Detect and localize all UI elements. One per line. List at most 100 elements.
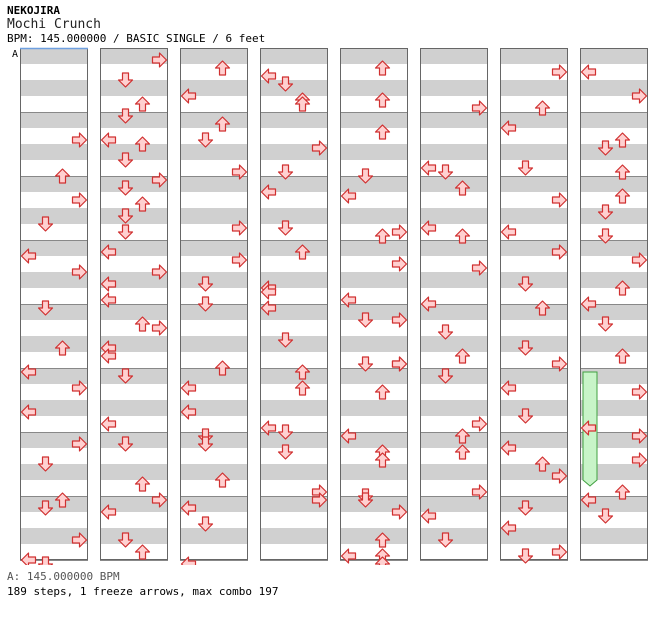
step-arrow-left-icon — [20, 364, 37, 380]
step-arrow-left-icon — [20, 552, 37, 565]
step-arrow-left-icon — [100, 292, 117, 308]
step-arrow-up-icon — [214, 472, 231, 488]
step-arrow-down-icon — [597, 508, 614, 524]
step-arrow-left-icon — [180, 556, 197, 565]
bpm-summary: A: 145.000000 BPM — [7, 570, 120, 583]
step-arrow-right-icon — [151, 172, 168, 188]
step-arrow-down-icon — [277, 444, 294, 460]
step-arrow-up-icon — [534, 100, 551, 116]
step-arrow-left-icon — [100, 244, 117, 260]
step-arrow-left-icon — [580, 492, 597, 508]
step-arrow-down-icon — [117, 208, 134, 224]
step-arrow-down-icon — [277, 164, 294, 180]
step-arrow-down-icon — [277, 220, 294, 236]
step-arrow-up-icon — [614, 188, 631, 204]
step-arrow-left-icon — [260, 184, 277, 200]
step-arrow-right-icon — [151, 52, 168, 68]
step-arrow-right-icon — [231, 220, 248, 236]
step-arrow-down-icon — [197, 296, 214, 312]
chart-column — [260, 48, 328, 561]
step-arrow-right-icon — [151, 492, 168, 508]
step-arrow-left-icon — [100, 132, 117, 148]
step-stats: 189 steps, 1 freeze arrows, max combo 19… — [7, 585, 279, 598]
step-arrow-down-icon — [517, 160, 534, 176]
step-arrow-down-icon — [277, 76, 294, 92]
step-arrow-down-icon — [437, 324, 454, 340]
step-arrow-down-icon — [197, 276, 214, 292]
step-arrow-down-icon — [597, 140, 614, 156]
step-arrow-left-icon — [20, 404, 37, 420]
step-arrow-up-icon — [134, 96, 151, 112]
step-arrow-up-icon — [374, 228, 391, 244]
step-arrow-up-icon — [374, 124, 391, 140]
step-arrow-down-icon — [117, 108, 134, 124]
step-arrow-left-icon — [500, 224, 517, 240]
step-arrow-left-icon — [500, 520, 517, 536]
step-arrow-up-icon — [614, 484, 631, 500]
step-arrow-right-icon — [151, 264, 168, 280]
step-arrow-right-icon — [391, 256, 408, 272]
step-arrow-right-icon — [231, 164, 248, 180]
step-arrow-down-icon — [117, 436, 134, 452]
step-arrow-up-icon — [614, 164, 631, 180]
step-arrow-down-icon — [37, 500, 54, 516]
step-arrow-down-icon — [117, 72, 134, 88]
chart-column — [180, 48, 248, 561]
step-arrow-up-icon — [294, 96, 311, 112]
step-arrow-right-icon — [71, 436, 88, 452]
step-arrow-left-icon — [500, 440, 517, 456]
step-arrow-up-icon — [614, 132, 631, 148]
step-arrow-up-icon — [134, 476, 151, 492]
step-arrow-right-icon — [471, 100, 488, 116]
step-arrow-left-icon — [180, 380, 197, 396]
step-arrow-left-icon — [420, 296, 437, 312]
song-title: Mochi Crunch — [7, 17, 101, 32]
step-arrow-up-icon — [454, 428, 471, 444]
step-arrow-up-icon — [454, 348, 471, 364]
step-arrow-right-icon — [391, 224, 408, 240]
step-arrow-down-icon — [357, 168, 374, 184]
step-chart: A — [12, 47, 648, 565]
step-arrow-left-icon — [260, 68, 277, 84]
step-arrow-up-icon — [294, 364, 311, 380]
step-arrow-down-icon — [117, 532, 134, 548]
step-arrow-up-icon — [374, 384, 391, 400]
step-arrow-down-icon — [597, 228, 614, 244]
step-arrow-left-icon — [260, 284, 277, 300]
step-arrow-up-icon — [534, 300, 551, 316]
step-arrow-right-icon — [551, 244, 568, 260]
step-arrow-left-icon — [340, 428, 357, 444]
step-arrow-right-icon — [231, 252, 248, 268]
chart-column — [100, 48, 168, 561]
step-arrow-up-icon — [294, 380, 311, 396]
step-arrow-down-icon — [517, 548, 534, 564]
step-chart-canvas: A — [12, 47, 648, 565]
step-arrow-up-icon — [374, 556, 391, 565]
chart-column — [420, 48, 488, 561]
step-arrow-down-icon — [197, 516, 214, 532]
step-arrow-left-icon — [100, 504, 117, 520]
step-arrow-right-icon — [71, 132, 88, 148]
step-arrow-up-icon — [454, 180, 471, 196]
step-arrow-right-icon — [551, 544, 568, 560]
step-arrow-left-icon — [420, 160, 437, 176]
step-arrow-down-icon — [37, 556, 54, 565]
step-arrow-up-icon — [134, 196, 151, 212]
step-arrow-down-icon — [37, 216, 54, 232]
artist-name: NEKOJIRA — [7, 4, 60, 17]
step-arrow-right-icon — [311, 492, 328, 508]
step-arrow-up-icon — [54, 492, 71, 508]
step-arrow-left-icon — [500, 120, 517, 136]
step-arrow-left-icon — [420, 220, 437, 236]
step-arrow-right-icon — [551, 468, 568, 484]
step-arrow-left-icon — [340, 548, 357, 564]
step-arrow-down-icon — [117, 152, 134, 168]
step-arrow-up-icon — [374, 452, 391, 468]
step-arrow-right-icon — [551, 356, 568, 372]
step-arrow-right-icon — [631, 452, 648, 468]
step-arrow-right-icon — [391, 504, 408, 520]
step-arrow-up-icon — [54, 168, 71, 184]
step-arrow-down-icon — [277, 424, 294, 440]
step-arrow-down-icon — [117, 368, 134, 384]
step-arrow-up-icon — [54, 340, 71, 356]
